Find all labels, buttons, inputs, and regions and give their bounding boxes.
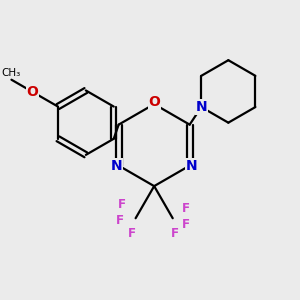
Text: CH₃: CH₃ [2,68,21,78]
Text: F: F [116,214,124,227]
Text: N: N [111,159,122,172]
Text: O: O [148,95,160,109]
Text: N: N [186,159,197,172]
Text: O: O [27,85,38,99]
Text: F: F [182,218,190,231]
Text: N: N [196,100,207,114]
Text: F: F [128,227,136,240]
Text: F: F [171,227,179,240]
Text: F: F [118,198,126,211]
Text: F: F [182,202,190,215]
